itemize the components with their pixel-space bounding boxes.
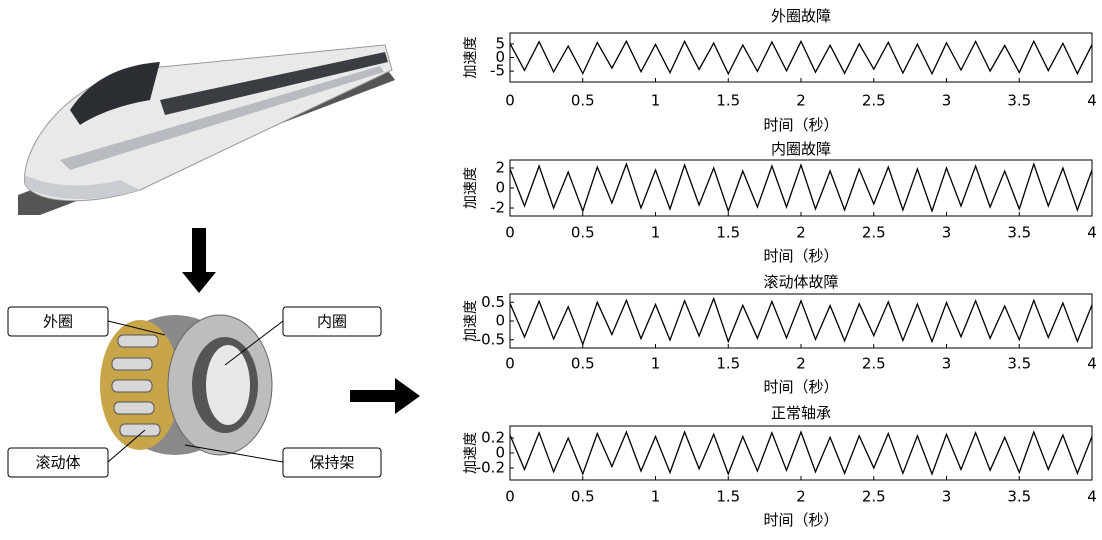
- x-tick-label: 4: [1087, 224, 1097, 242]
- y-axis-label: 加速度: [463, 167, 479, 209]
- label: 外圈: [43, 313, 73, 331]
- x-tick-label: 3.5: [1007, 92, 1031, 110]
- plot-area: [510, 294, 1092, 348]
- x-tick-label: 0.5: [571, 488, 595, 506]
- train-illustration: [18, 44, 395, 215]
- label: 保持架: [309, 454, 354, 472]
- signal-line: [509, 39, 1093, 76]
- x-axis-label: 时间（秒）: [763, 247, 838, 265]
- y-tick-label: -0.5: [476, 330, 505, 348]
- arrow-right: [350, 378, 420, 414]
- x-tick-label: 3.5: [1007, 488, 1031, 506]
- x-tick-label: 3: [942, 488, 952, 506]
- y-tick-label: 0.2: [481, 429, 505, 447]
- x-tick-label: 0: [505, 224, 515, 242]
- x-tick-label: 3.5: [1007, 355, 1031, 373]
- x-axis-label: 时间（秒）: [763, 116, 838, 134]
- label: 滚动体: [35, 454, 80, 472]
- y-tick-label: -0.2: [476, 459, 505, 477]
- y-tick-label: 0.5: [481, 293, 505, 311]
- x-tick-label: 2.5: [862, 224, 886, 242]
- bearing-illustration: [100, 314, 273, 456]
- x-tick-label: 0: [505, 488, 515, 506]
- x-tick-label: 0.5: [571, 224, 595, 242]
- x-tick-label: 4: [1087, 355, 1097, 373]
- plot-area: [510, 426, 1092, 480]
- x-axis-label: 时间（秒）: [763, 511, 838, 529]
- y-tick-label: -5: [490, 62, 505, 80]
- chart-title: 正常轴承: [771, 404, 831, 422]
- x-axis-label: 时间（秒）: [763, 378, 838, 396]
- y-axis-label: 加速度: [463, 432, 479, 474]
- arrow-down: [182, 228, 216, 293]
- y-tick-label: 0: [495, 179, 505, 197]
- y-tick-label: -2: [490, 199, 505, 217]
- y-axis-label: 加速度: [463, 300, 479, 342]
- y-axis-label: 加速度: [463, 37, 479, 79]
- x-tick-label: 2: [796, 488, 806, 506]
- signal-line: [509, 430, 1093, 476]
- x-tick-label: 4: [1087, 92, 1097, 110]
- plot-area: [510, 160, 1092, 216]
- y-tick-label: 5: [495, 34, 505, 52]
- x-tick-label: 2: [796, 92, 806, 110]
- x-tick-label: 1: [651, 355, 661, 373]
- x-tick-label: 1.5: [716, 224, 740, 242]
- x-tick-label: 0: [505, 355, 515, 373]
- x-tick-label: 3: [942, 355, 952, 373]
- x-tick-label: 4: [1087, 488, 1097, 506]
- signal-line: [509, 296, 1093, 347]
- x-tick-label: 1: [651, 224, 661, 242]
- x-tick-label: 3.5: [1007, 224, 1031, 242]
- y-tick-label: 0: [495, 444, 505, 462]
- y-tick-label: 0: [495, 312, 505, 330]
- x-tick-label: 2.5: [862, 355, 886, 373]
- x-tick-label: 0.5: [571, 92, 595, 110]
- label-boxes: [7, 306, 382, 478]
- x-tick-label: 0: [505, 92, 515, 110]
- chart-title: 滚动体故障: [763, 273, 838, 291]
- chart-title: 内圈故障: [771, 140, 831, 158]
- signal-line: [509, 161, 1093, 214]
- x-tick-label: 0.5: [571, 355, 595, 373]
- x-tick-label: 2: [796, 355, 806, 373]
- x-tick-label: 1.5: [716, 92, 740, 110]
- x-tick-label: 1: [651, 488, 661, 506]
- x-tick-label: 2.5: [862, 92, 886, 110]
- x-tick-label: 2: [796, 224, 806, 242]
- label: 内圈: [317, 313, 347, 331]
- x-tick-label: 2.5: [862, 488, 886, 506]
- x-tick-label: 3: [942, 224, 952, 242]
- y-tick-label: 2: [495, 159, 505, 177]
- chart-title: 外圈故障: [771, 7, 831, 25]
- x-tick-label: 1.5: [716, 488, 740, 506]
- x-tick-label: 1: [651, 92, 661, 110]
- x-tick-label: 1.5: [716, 355, 740, 373]
- callout-lines: [107, 320, 284, 463]
- x-tick-label: 3: [942, 92, 952, 110]
- y-tick-label: 0: [495, 48, 505, 66]
